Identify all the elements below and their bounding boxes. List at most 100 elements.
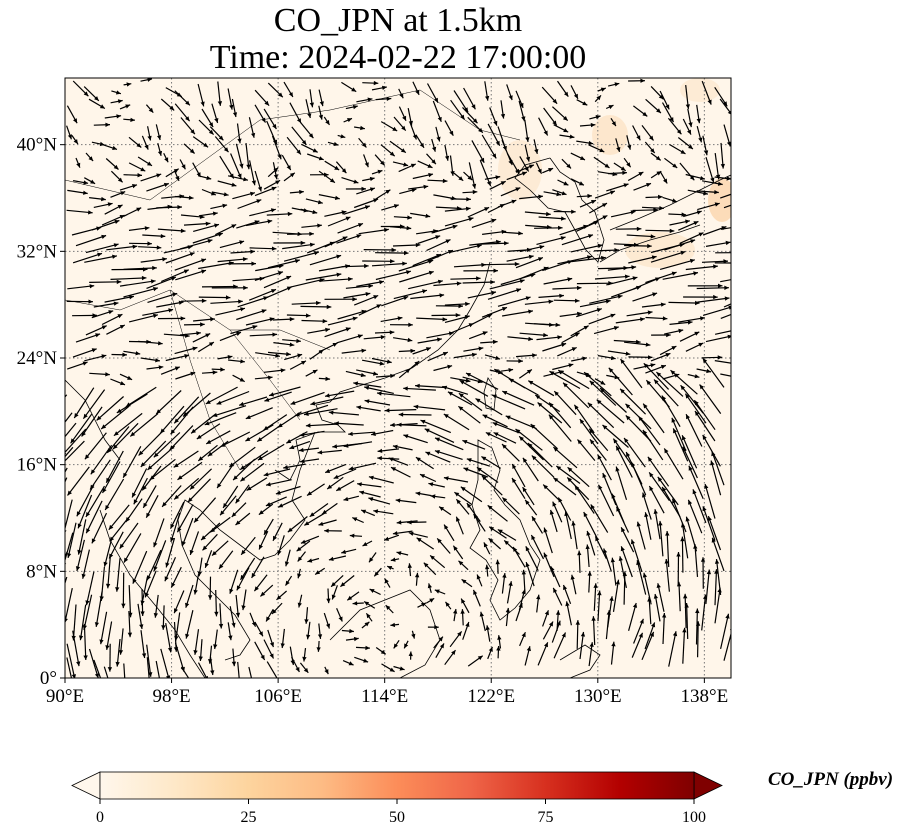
wind-vector-shaft — [305, 273, 342, 281]
wind-vector-head — [543, 130, 548, 136]
wind-vector-shaft — [75, 234, 107, 247]
map-timestamp: Time: 2024-02-22 17:00:00 — [209, 39, 587, 76]
wind-vector-head — [168, 308, 174, 313]
wind-vector-shaft — [625, 403, 652, 430]
wind-vector-shaft — [160, 269, 190, 283]
wind-vector-shaft — [508, 378, 539, 396]
wind-vector-head — [602, 425, 608, 430]
wind-vector-head — [528, 336, 533, 342]
wind-vector-head — [424, 428, 430, 433]
wind-vector-head — [467, 175, 473, 181]
wind-vector-head — [465, 378, 471, 383]
wind-vector-shaft — [628, 255, 657, 264]
wind-vector-head — [495, 355, 501, 360]
wind-vector-shaft — [375, 270, 412, 281]
wind-vector-head — [657, 476, 663, 482]
wind-vector-head — [82, 361, 88, 366]
wind-vector-shaft — [684, 393, 707, 424]
wind-vector-head — [606, 610, 611, 615]
wind-vector-shaft — [648, 472, 670, 502]
wind-vector-head — [147, 241, 152, 246]
wind-vector-head — [217, 232, 223, 237]
wind-vector-shaft — [702, 357, 725, 388]
wind-vector-shaft — [179, 239, 213, 250]
wind-vector-shaft — [497, 296, 531, 307]
wind-vector-shaft — [597, 484, 615, 517]
wind-vector-shaft — [212, 405, 247, 417]
wind-vector-shaft — [103, 666, 109, 678]
wind-vector-shaft — [294, 404, 329, 417]
wind-vector-head — [302, 656, 307, 662]
wind-vector-head — [643, 363, 649, 368]
wind-vector-head — [371, 431, 376, 436]
wind-vector-head — [212, 551, 217, 556]
wind-vector-head — [258, 510, 264, 515]
wind-vector-head — [300, 539, 306, 544]
wind-vector-head — [207, 239, 213, 244]
wind-vector-head — [273, 174, 279, 180]
wind-vector-head — [229, 588, 234, 594]
wind-vector-head — [558, 225, 563, 230]
wind-vector-head — [117, 314, 123, 319]
wind-vector-shaft — [518, 435, 544, 461]
wind-vector-head — [549, 509, 554, 515]
wind-vector-head — [714, 190, 719, 195]
wind-vector-head — [727, 334, 731, 339]
wind-vector-head — [658, 520, 663, 526]
wind-vector-head — [453, 545, 458, 551]
wind-vector-head — [147, 135, 152, 141]
wind-vector-shaft — [608, 367, 633, 396]
wind-vector-head — [737, 327, 742, 331]
wind-vector-shaft — [482, 414, 508, 428]
wind-vector-shaft — [125, 386, 157, 408]
wind-vector-shaft — [147, 445, 175, 471]
wind-vector-head — [616, 445, 621, 451]
wind-vector-head — [252, 325, 258, 330]
wind-vector-head — [144, 226, 150, 231]
wind-vector-head — [531, 455, 537, 461]
wind-vector-shaft — [309, 254, 342, 266]
wind-vector-shaft — [290, 391, 325, 405]
wind-vector-shaft — [570, 244, 603, 253]
wind-vector-shaft — [305, 423, 337, 427]
wind-vector-shaft — [583, 511, 599, 541]
wind-vector-head — [124, 693, 128, 698]
wind-vector-head — [597, 454, 602, 460]
wind-vector-shaft — [599, 387, 627, 413]
wind-vector-head — [724, 285, 729, 290]
wind-vector-head — [192, 346, 198, 351]
wind-vector-head — [599, 148, 605, 153]
wind-vector-head — [340, 134, 346, 139]
wind-vector-head — [390, 259, 395, 264]
wind-vector-head — [112, 254, 117, 259]
x-tick-label: 106°E — [254, 686, 302, 707]
wind-vector-head — [444, 524, 449, 530]
wind-vector-head — [552, 501, 557, 507]
wind-vector-shaft — [88, 648, 99, 678]
wind-vector-head — [353, 636, 359, 642]
wind-vector-shaft — [193, 497, 217, 523]
wind-vector-head — [287, 527, 293, 533]
wind-vector-head — [259, 544, 263, 550]
wind-vector-shaft — [469, 240, 501, 246]
wind-vector-shaft — [571, 256, 606, 263]
wind-vector-head — [434, 450, 440, 455]
wind-vector-head — [164, 157, 169, 163]
wind-vector-head — [703, 191, 708, 196]
wind-vector-head — [119, 325, 125, 329]
wind-vector-shaft — [643, 362, 670, 390]
wind-vector-head — [336, 486, 342, 491]
wind-vector-head — [228, 635, 233, 641]
wind-vector-head — [348, 661, 354, 666]
wind-vector-shaft — [505, 415, 537, 430]
wind-vector-shaft — [450, 244, 482, 253]
wind-vector-head — [583, 325, 589, 330]
wind-vector-shaft — [458, 392, 483, 412]
wind-vector-head — [115, 90, 121, 95]
wind-vector-head — [286, 275, 292, 280]
wind-vector-head — [458, 393, 464, 398]
wind-vector-head — [552, 98, 558, 104]
wind-vector-shaft — [644, 512, 652, 540]
wind-vector-head — [369, 589, 375, 593]
wind-vector-head — [640, 317, 645, 322]
